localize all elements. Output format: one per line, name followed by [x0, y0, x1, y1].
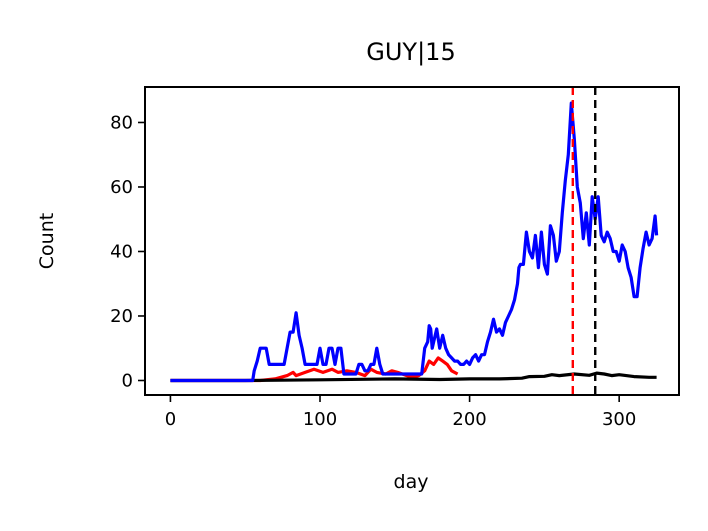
x-tick-label: 100 [303, 409, 337, 430]
y-tick-label: 60 [110, 177, 133, 198]
y-tick-label: 40 [110, 241, 133, 262]
x-axis-label: day [394, 471, 429, 493]
chart-title: GUY|15 [366, 38, 455, 66]
y-tick-label: 80 [110, 112, 133, 133]
x-tick-label: 200 [452, 409, 486, 430]
plot-frame [144, 86, 680, 396]
series-line-1 [170, 371, 657, 383]
y-tick-label: 20 [110, 306, 133, 327]
series-line-0 [170, 356, 459, 383]
y-tick-label: 0 [122, 370, 133, 391]
x-tick-label: 0 [165, 409, 176, 430]
x-tick-label: 300 [602, 409, 636, 430]
y-axis-label: Count [36, 213, 58, 269]
series-line-2 [170, 101, 659, 383]
